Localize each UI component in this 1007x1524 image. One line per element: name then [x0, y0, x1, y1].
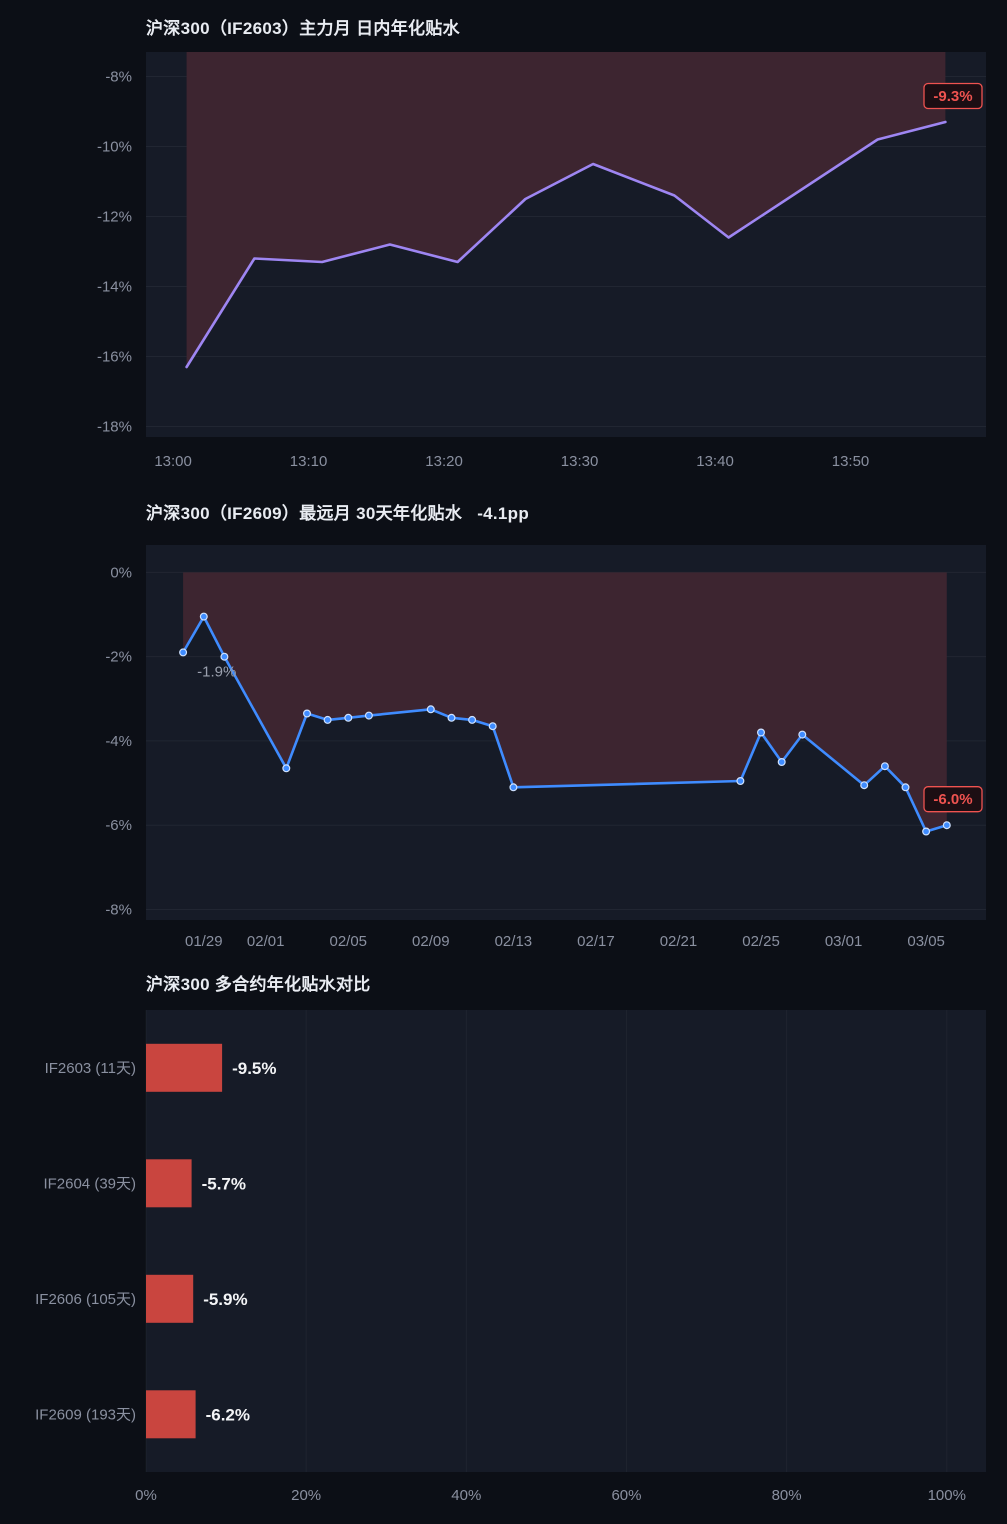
- line-series: [185, 120, 947, 369]
- chart-2: 0% -2% -4% -6% -8% 01/29 02/01 02/05 02/09 02/13 0…: [105, 545, 986, 950]
- last-value-badge-text: -9.3%: [933, 88, 972, 105]
- y-tick-label: -8%: [105, 901, 132, 918]
- x-tick-label: 01/29: [185, 933, 223, 950]
- x-tick-label: 13:50: [832, 453, 870, 470]
- y-tick-label: -18%: [97, 419, 132, 436]
- data-point: [199, 612, 208, 621]
- data-point: [736, 776, 745, 785]
- x-tick-label: 100%: [928, 1487, 966, 1504]
- data-point: [922, 827, 931, 836]
- x-tick-label: 02/05: [329, 933, 367, 950]
- x-tick-label: 02/01: [247, 933, 285, 950]
- category-label: IF2603 (11天): [45, 1060, 136, 1077]
- y-tick-label: -12%: [97, 209, 132, 226]
- y-tick-label: -6%: [105, 817, 132, 834]
- x-tick-label: 13:40: [696, 453, 734, 470]
- y-tick-label: -14%: [97, 279, 132, 296]
- bar: [146, 1043, 223, 1092]
- bar-value-label: -6.2%: [206, 1405, 250, 1424]
- bar: [146, 1159, 192, 1208]
- x-tick-label: 13:30: [561, 453, 599, 470]
- data-point: [468, 715, 477, 724]
- x-tick-label: 02/17: [577, 933, 615, 950]
- data-point: [488, 722, 497, 731]
- x-tick-label: 02/21: [660, 933, 698, 950]
- x-tick-label: 02/09: [412, 933, 450, 950]
- plot-panel: [146, 1010, 986, 1472]
- y-tick-label: -10%: [97, 139, 132, 156]
- chart1-title: 沪深300（IF2603）主力月 日内年化贴水: [146, 19, 460, 38]
- data-point: [323, 715, 332, 724]
- x-tick-label: 13:10: [290, 453, 328, 470]
- data-point: [303, 709, 312, 718]
- x-tick-label: 13:00: [154, 453, 192, 470]
- category-label: IF2606 (105天): [35, 1291, 136, 1308]
- y-tick-label: 0%: [110, 564, 132, 581]
- y-tick-label: -8%: [105, 69, 132, 86]
- x-tick-label: 02/25: [742, 933, 780, 950]
- data-point: [282, 764, 291, 773]
- data-point: [756, 728, 765, 737]
- data-point: [426, 705, 435, 714]
- x-tick-label: 03/01: [825, 933, 863, 950]
- x-tick-label: 80%: [772, 1487, 802, 1504]
- line-series: [181, 615, 949, 833]
- last-value-badge: [923, 82, 983, 110]
- chart2-title: 沪深300（IF2609）最远月 30天年化贴水 -4.1pp: [146, 504, 530, 523]
- y-tick-label: -2%: [105, 649, 132, 666]
- x-tick-label: 03/05: [907, 933, 945, 950]
- x-tick-label: 60%: [611, 1487, 641, 1504]
- data-point: [179, 648, 188, 657]
- x-tick-label: 13:20: [425, 453, 463, 470]
- data-point: [364, 711, 373, 720]
- last-value-badge-text: -6.0%: [933, 791, 972, 808]
- y-tick-label: -4%: [105, 733, 132, 750]
- data-point: [447, 713, 456, 722]
- category-label: IF2604 (39天): [43, 1175, 136, 1192]
- data-point: [860, 781, 869, 790]
- x-tick-label: 20%: [291, 1487, 321, 1504]
- chart-3: -9.5% IF2603 (11天) -5.7% IF2604 (39天) -5.9% I…: [35, 1010, 986, 1504]
- data-point: [942, 821, 951, 830]
- data-point: [798, 730, 807, 739]
- bar-value-label: -5.9%: [203, 1290, 247, 1309]
- chart3-title: 沪深300 多合约年化贴水对比: [146, 975, 371, 994]
- area-fill: [183, 572, 947, 832]
- x-tick-label: 0%: [135, 1487, 157, 1504]
- bar: [146, 1274, 194, 1323]
- data-point: [880, 762, 889, 771]
- data-point: [344, 713, 353, 722]
- bar-value-label: -5.7%: [202, 1174, 246, 1193]
- chart-1: -8% -10% -12% -14% -16% -18% 13:00 13:10 13:20 13…: [97, 52, 986, 470]
- data-point: [509, 783, 518, 792]
- data-point: [220, 652, 229, 661]
- area-fill: [186, 52, 946, 367]
- y-tick-label: -16%: [97, 349, 132, 366]
- point-annotation: -1.9%: [197, 663, 236, 680]
- data-point: [777, 757, 786, 766]
- x-tick-label: 02/13: [495, 933, 533, 950]
- data-point: [901, 783, 910, 792]
- bar: [146, 1390, 196, 1439]
- x-tick-label: 40%: [451, 1487, 481, 1504]
- last-value-badge: [923, 786, 983, 813]
- bar-value-label: -9.5%: [232, 1059, 276, 1078]
- category-label: IF2609 (193天): [35, 1406, 136, 1423]
